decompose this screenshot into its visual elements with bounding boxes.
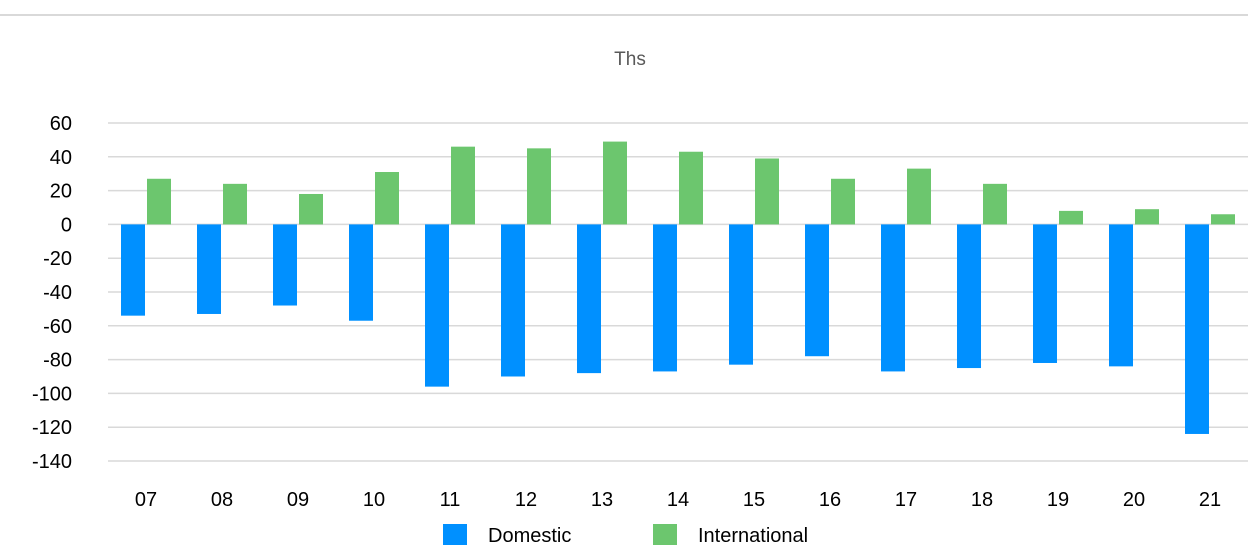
x-tick-label: 16 [819, 489, 841, 511]
bar-domestic-09 [273, 224, 297, 306]
x-tick-label: 21 [1199, 489, 1221, 511]
legend-label-domestic: Domestic [488, 525, 571, 545]
bar-domestic-10 [349, 224, 373, 321]
bar-domestic-08 [197, 224, 221, 314]
x-tick-label: 09 [287, 489, 309, 511]
bar-domestic-17 [881, 224, 905, 372]
bar-domestic-19 [1033, 224, 1057, 363]
bar-international-16 [831, 178, 855, 225]
x-tick-label: 07 [135, 489, 157, 511]
x-tick-label: 12 [515, 489, 537, 511]
y-tick-label: -100 [32, 383, 72, 405]
x-tick-label: 19 [1047, 489, 1069, 511]
x-tick-label: 17 [895, 489, 917, 511]
bar-domestic-15 [729, 224, 753, 365]
bar-international-21 [1211, 214, 1235, 225]
y-tick-label: -40 [43, 282, 72, 304]
bar-international-08 [223, 183, 247, 225]
bar-international-09 [299, 193, 323, 225]
y-tick-label: -80 [43, 350, 72, 372]
chart-title: Ths [614, 49, 646, 70]
bar-domestic-16 [805, 224, 829, 357]
y-tick-label: 0 [61, 214, 72, 236]
legend-label-international: International [698, 525, 808, 545]
bar-domestic-13 [577, 224, 601, 374]
bar-domestic-20 [1109, 224, 1133, 367]
bar-international-18 [983, 183, 1007, 225]
bar-international-20 [1135, 209, 1159, 225]
bar-international-07 [147, 178, 171, 225]
x-tick-label: 15 [743, 489, 765, 511]
y-tick-label: -140 [32, 451, 72, 473]
y-tick-label: -60 [43, 316, 72, 338]
bar-international-17 [907, 168, 931, 225]
bar-international-11 [451, 146, 475, 225]
y-axis-ticks: 60 40 20 0 -20 -40 -60 -80 -100 -120 -140 [32, 113, 72, 473]
x-tick-label: 13 [591, 489, 613, 511]
y-tick-label: -120 [32, 417, 72, 439]
bar-domestic-14 [653, 224, 677, 372]
y-tick-label: -20 [43, 248, 72, 270]
bar-domestic-18 [957, 224, 981, 369]
x-tick-label: 10 [363, 489, 385, 511]
x-tick-label: 14 [667, 489, 689, 511]
bar-domestic-21 [1185, 224, 1209, 434]
bar-domestic-11 [425, 224, 449, 387]
bar-international-12 [527, 148, 551, 225]
y-tick-label: 20 [50, 181, 72, 203]
x-tick-label: 20 [1123, 489, 1145, 511]
legend: Domestic International [443, 524, 808, 545]
y-tick-label: 40 [50, 147, 72, 169]
grid-lines [108, 122, 1248, 462]
bar-international-19 [1059, 210, 1083, 225]
x-tick-label: 18 [971, 489, 993, 511]
bar-domestic-07 [121, 224, 145, 316]
legend-swatch-domestic [443, 524, 467, 545]
bar-international-15 [755, 158, 779, 225]
bar-domestic-12 [501, 224, 525, 377]
bar-international-13 [603, 141, 627, 225]
x-tick-label: 11 [440, 489, 461, 511]
y-tick-label: 60 [50, 113, 72, 135]
legend-swatch-international [653, 524, 677, 545]
bar-international-10 [375, 172, 399, 225]
x-tick-label: 08 [211, 489, 233, 511]
x-axis-ticks: 07 08 09 10 11 12 13 14 15 16 17 18 19 20 21 [135, 489, 1221, 511]
bar-international-14 [679, 151, 703, 225]
bars [121, 141, 1235, 434]
